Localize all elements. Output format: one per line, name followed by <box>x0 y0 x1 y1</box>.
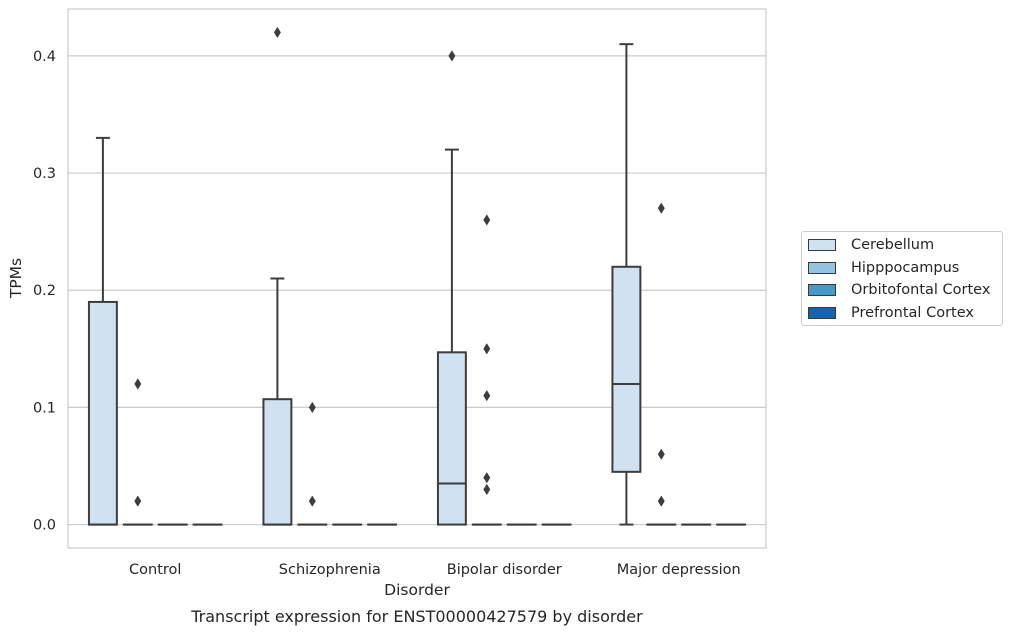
legend-swatch-prefrontal-cortex <box>808 307 836 319</box>
outlier-point <box>657 448 665 460</box>
x-tick-label: Schizophrenia <box>279 562 381 578</box>
outlier-point <box>308 401 316 414</box>
legend-item-cerebellum: Cerebellum <box>808 235 934 255</box>
outlier-point <box>483 483 491 496</box>
box <box>436 351 467 526</box>
outlier-point <box>134 495 142 507</box>
outlier-point <box>273 26 281 39</box>
legend-label-hippocampus: Hipppocampus <box>851 260 960 276</box>
y-tick-label: 0.4 <box>33 49 56 65</box>
x-tick-labels: Control Schizophrenia Bipolar disorder Majo… <box>129 562 741 578</box>
legend: Cerebellum Hipppocampus Orbitofontal Cor… <box>801 231 1003 326</box>
legend-swatch-hippocampus <box>808 262 836 274</box>
outlier-point <box>448 50 456 62</box>
x-tick-label: Bipolar disorder <box>447 562 562 578</box>
x-tick-label: Major depression <box>617 562 741 578</box>
x-tick-label: Control <box>129 562 181 578</box>
outlier-point <box>134 378 142 390</box>
series-cerebellum <box>87 26 642 526</box>
outlier-point <box>657 202 665 214</box>
legend-label-prefrontal-cortex: Prefrontal Cortex <box>851 305 974 321</box>
series-hipppocampus <box>122 202 677 526</box>
y-tick-label: 0.1 <box>33 400 56 416</box>
x-axis-label: Disorder <box>384 581 450 599</box>
legend-item-hippocampus: Hipppocampus <box>808 258 959 278</box>
plot-area-frame <box>67 8 767 549</box>
chart-title: Transcript expression for ENST0000042757… <box>190 607 643 626</box>
legend-label-cerebellum: Cerebellum <box>851 237 935 253</box>
box <box>87 300 118 526</box>
outlier-point <box>483 472 491 484</box>
outlier-point <box>483 389 491 402</box>
legend-label-orbitofrontal-cortex: Orbitofontal Cortex <box>851 282 991 298</box>
legend-item-orbitofrontal-cortex: Orbitofontal Cortex <box>808 280 990 300</box>
legend-swatch-orbitofrontal-cortex <box>808 284 836 296</box>
y-tick-label: 0.0 <box>33 518 56 534</box>
y-tick-label: 0.3 <box>33 166 56 182</box>
outlier-point <box>657 495 665 507</box>
y-tick-labels: 0.0 0.1 0.2 0.3 0.4 <box>33 49 56 534</box>
legend-item-prefrontal-cortex: Prefrontal Cortex <box>808 303 974 323</box>
legend-swatch-cerebellum <box>808 239 836 251</box>
box <box>262 398 293 526</box>
box <box>611 265 642 473</box>
y-tick-label: 0.2 <box>33 283 56 299</box>
outlier-point <box>483 343 491 355</box>
outlier-point <box>483 214 491 226</box>
outlier-point <box>308 495 316 507</box>
box-series <box>87 26 747 526</box>
y-axis-label: TPMs <box>7 258 25 299</box>
